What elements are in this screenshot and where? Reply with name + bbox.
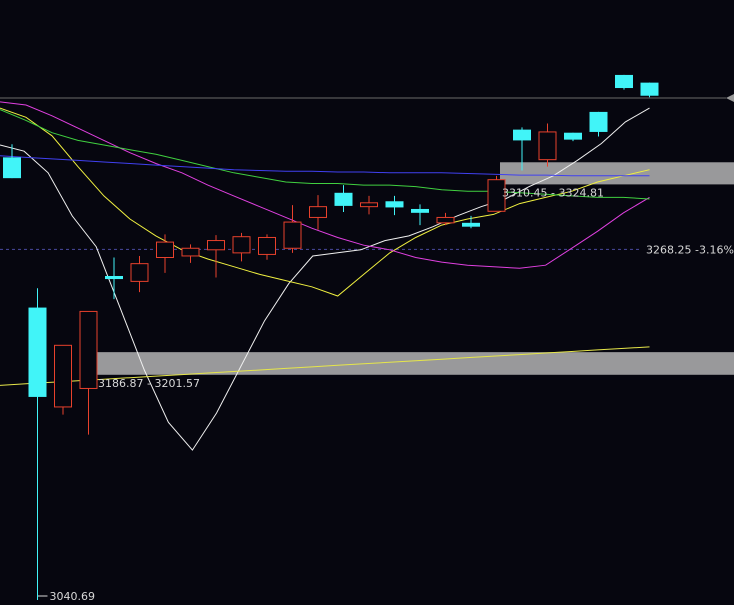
candle-body-16 [411, 208, 429, 213]
moving-average-line-5 [0, 346, 650, 386]
lower-zone-label: 3186.87 - 3201.57 [98, 377, 200, 390]
candle-body-0 [3, 157, 21, 179]
candle-body-3 [79, 310, 98, 389]
candle-body-1 [28, 307, 47, 397]
candle-19 [487, 175, 506, 212]
candle-body-21 [538, 131, 557, 161]
labels-layer: 3310.45 - 3324.81 3186.87 - 3201.57 3268… [50, 186, 734, 603]
candle-body-5 [130, 263, 149, 282]
candle-22 [564, 132, 582, 142]
candle-20 [513, 127, 531, 171]
candle-23 [589, 111, 608, 137]
candle-12 [309, 195, 327, 230]
candle-body-11 [283, 221, 302, 249]
candle-body-8 [207, 240, 225, 251]
reference-lines-layer [0, 94, 734, 597]
candle-9 [232, 232, 251, 262]
candle-16 [411, 204, 429, 226]
candle-body-9 [232, 236, 251, 254]
moving-average-line-2 [0, 101, 650, 269]
candle-body-18 [462, 222, 480, 227]
candle-body-14 [360, 202, 378, 208]
candle-body-4 [105, 275, 123, 280]
candle-7 [181, 244, 200, 263]
candle-6 [156, 234, 174, 273]
candle-body-10 [258, 236, 276, 255]
candle-body-22 [564, 132, 582, 140]
candle-3 [79, 310, 98, 435]
candle-body-25 [640, 82, 659, 96]
candle-body-6 [156, 241, 174, 258]
moving-average-line-1 [0, 107, 650, 297]
candle-body-19 [487, 179, 506, 212]
moving-average-line-4 [0, 155, 650, 177]
candles-layer [3, 74, 659, 600]
candle-body-7 [181, 247, 200, 257]
candle-25 [640, 82, 659, 98]
candle-5 [130, 255, 149, 293]
candle-10 [258, 234, 276, 260]
moving-averages-layer [0, 101, 650, 451]
candle-body-23 [589, 111, 608, 132]
candle-body-24 [615, 74, 633, 89]
candle-13 [334, 185, 353, 213]
candle-21 [538, 123, 557, 167]
candle-body-20 [513, 129, 531, 141]
candle-body-15 [385, 201, 404, 208]
candle-17 [436, 212, 455, 226]
candle-body-13 [334, 192, 353, 206]
candle-body-12 [309, 206, 327, 218]
moving-average-line-3 [0, 109, 650, 200]
zones-layer [96, 162, 734, 375]
candle-2 [54, 344, 72, 415]
candle-24 [615, 74, 633, 90]
candle-body-17 [436, 216, 455, 224]
candle-4 [105, 257, 123, 300]
candle-11 [283, 205, 302, 253]
candle-body-2 [54, 344, 72, 408]
lowest-price-label: 3040.69 [50, 590, 96, 603]
candle-0 [3, 144, 21, 179]
candle-8 [207, 235, 225, 278]
candle-18 [462, 215, 480, 229]
current-price-marker [726, 94, 734, 103]
price-zone-0 [500, 162, 734, 185]
price-zone-1 [96, 352, 734, 375]
candle-15 [385, 195, 404, 216]
candle-1 [28, 288, 47, 600]
candle-14 [360, 195, 378, 215]
dashed-level-label: 3268.25 -3.16% [646, 243, 734, 256]
upper-zone-label: 3310.45 - 3324.81 [502, 186, 604, 199]
